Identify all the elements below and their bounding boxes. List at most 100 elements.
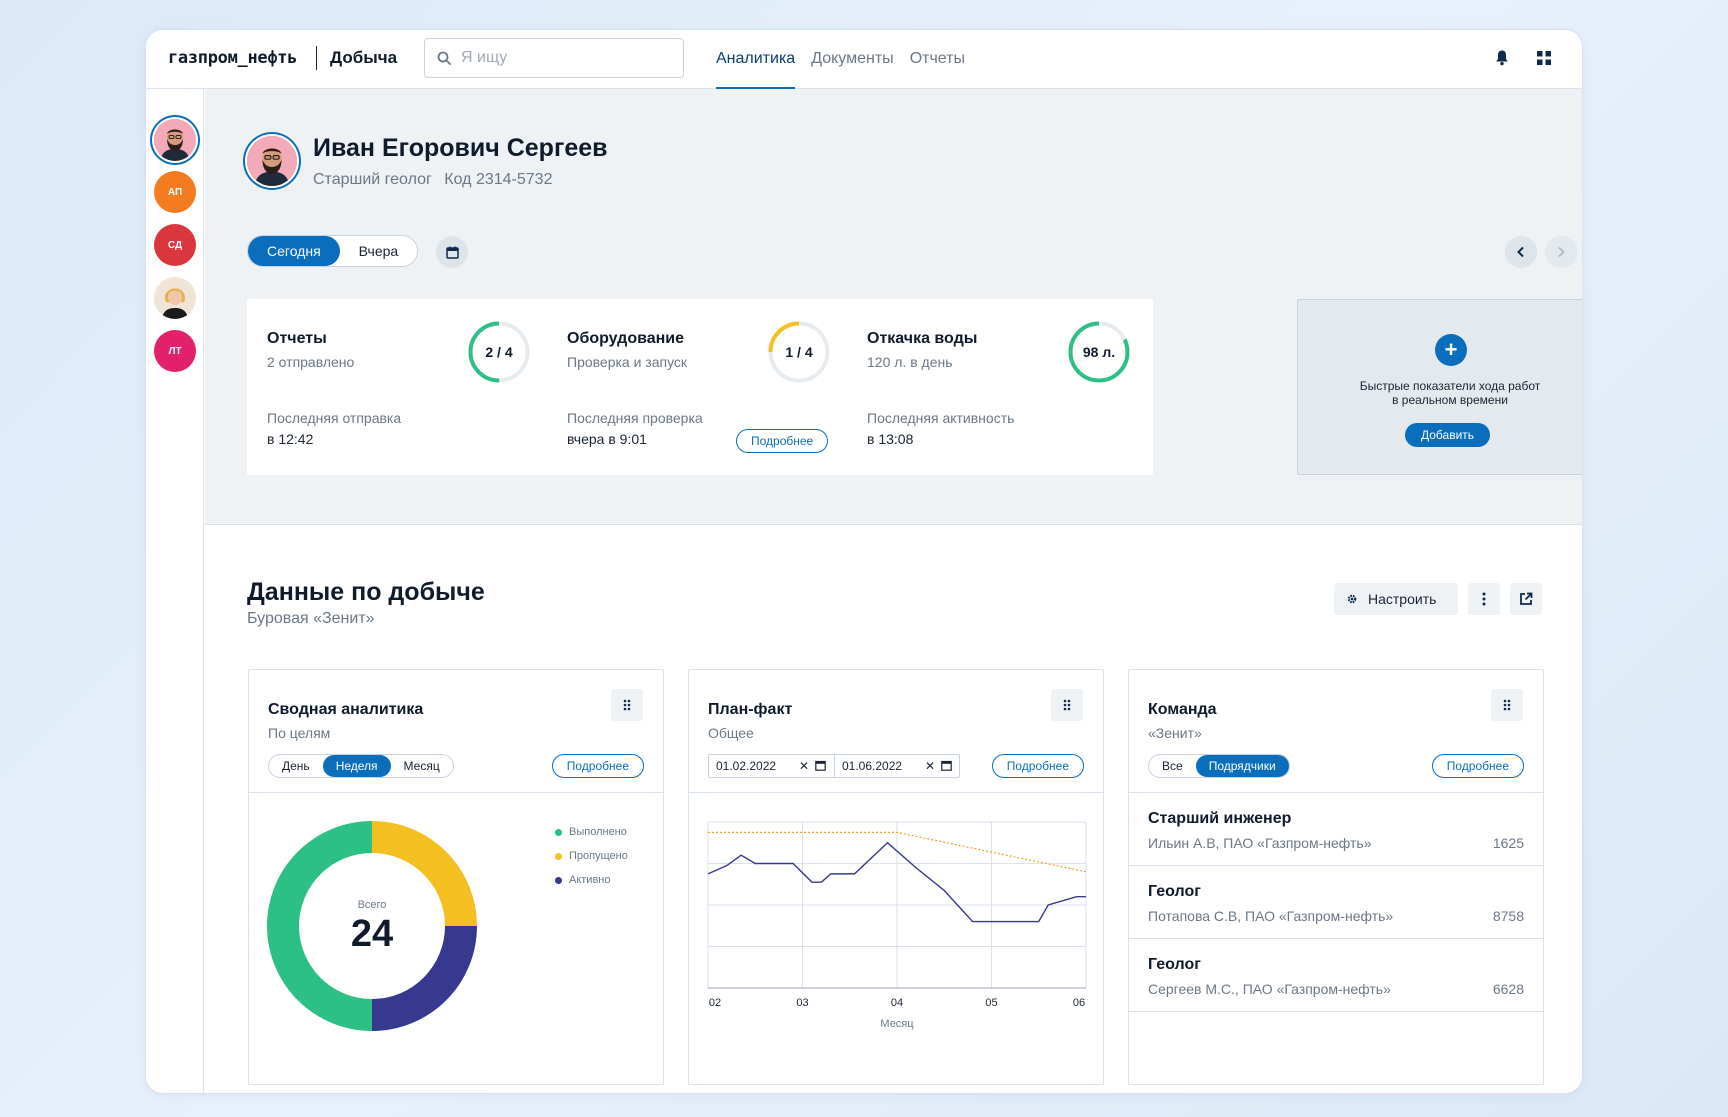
summary-more-button[interactable]: Подробнее (551, 754, 644, 778)
next-button[interactable] (1545, 236, 1577, 268)
card-water-pumping: Откачка воды 120 л. в день 98 л. Последн… (847, 299, 1153, 475)
drag-handle-button[interactable] (1491, 689, 1523, 721)
tab-analytics[interactable]: Аналитика (716, 30, 796, 89)
filter-contractors-button[interactable]: Подрядчики (1195, 755, 1289, 777)
progress-ring-label: 1 / 4 (785, 344, 813, 360)
calendar-button[interactable] (436, 236, 468, 268)
card-reports: Отчеты 2 отправлено 2 / 4 Последняя отпр… (247, 299, 553, 475)
search-input[interactable] (461, 47, 671, 69)
legend-label: Выполнено (569, 826, 627, 838)
period-day-button[interactable]: День (282, 759, 310, 773)
prev-button[interactable] (1505, 236, 1537, 268)
legend-swatch (555, 876, 562, 884)
profile-header: Иван Егорович Сергеев Старший геолог Код… (205, 89, 1582, 525)
user-photo-icon (247, 136, 297, 186)
filter-all-button[interactable]: Все (1162, 759, 1183, 773)
external-link-icon (1520, 592, 1533, 605)
panel-subtitle: По целям (268, 725, 331, 741)
top-bar: газпром_нефть Добыча Аналитика Документы… (146, 30, 1582, 89)
calendar-icon[interactable] (815, 760, 826, 771)
section-subtitle: Буровая «Зенит» (247, 610, 375, 627)
ring-progress (1068, 321, 1130, 383)
donut-legend: Выполнено Пропущено Активно (555, 820, 628, 892)
sidebar-avatar-lt[interactable]: ЛТ (154, 330, 196, 372)
period-switch: Сегодня Вчера (247, 235, 419, 267)
sidebar-avatar-current-user[interactable] (154, 119, 196, 161)
tab-reports[interactable]: Отчеты (909, 50, 965, 67)
apps-grid-icon[interactable] (1536, 50, 1552, 66)
card-subtitle: Проверка и запуск (567, 354, 688, 370)
team-member-row[interactable]: Геолог Сергеев М.С., ПАО «Газпром-нефть»… (1129, 939, 1543, 1012)
date-to-field[interactable]: 01.06.2022 ✕ (834, 755, 959, 777)
card-title: Отчеты (267, 330, 327, 347)
x-axis-label: Месяц (880, 1018, 914, 1030)
legend-label: Пропущено (569, 850, 628, 862)
more-options-button[interactable] (1468, 583, 1500, 615)
search-box[interactable] (424, 38, 684, 78)
donut-center-label: Всего (358, 899, 387, 911)
drag-handle-button[interactable] (611, 689, 643, 721)
panel-title: План-факт (708, 701, 793, 718)
member-name: Потапова С.В, ПАО «Газпром-нефть» (1148, 908, 1394, 924)
period-week-button[interactable]: Неделя (322, 755, 391, 777)
card-footer-value: в 12:42 (267, 431, 314, 447)
team-filter-switch: Все Подрядчики (1148, 754, 1290, 778)
calendar-icon[interactable] (941, 760, 952, 771)
add-widget-button[interactable]: Добавить (1405, 423, 1491, 447)
team-member-row[interactable]: Старший инженер Ильин А.В, ПАО «Газпром-… (1129, 793, 1543, 866)
calendar-icon (445, 246, 459, 259)
sidebar-avatar-ap[interactable]: АП (154, 171, 196, 213)
team-more-button[interactable]: Подробнее (1431, 754, 1524, 778)
legend-item-active: Активно (555, 868, 628, 892)
team-member-row[interactable]: Геолог Потапова С.В, ПАО «Газпром-нефть»… (1129, 866, 1543, 939)
legend-swatch (555, 828, 562, 836)
chevron-left-icon (1517, 246, 1524, 258)
clear-icon[interactable]: ✕ (925, 759, 936, 773)
legend-item-done: Выполнено (555, 820, 628, 844)
drag-handle-button[interactable] (1051, 689, 1083, 721)
clear-icon[interactable]: ✕ (799, 759, 810, 773)
plus-icon[interactable]: + (1435, 334, 1467, 366)
equipment-more-button[interactable]: Подробнее (736, 429, 829, 453)
legend-item-missed: Пропущено (555, 844, 628, 868)
progress-ring-label: 98 л. (1082, 344, 1116, 360)
progress-ring (1068, 321, 1130, 383)
open-external-button[interactable] (1510, 583, 1542, 615)
bell-icon[interactable] (1495, 49, 1509, 66)
member-number: 8758 (1492, 908, 1524, 924)
tab-documents[interactable]: Документы (811, 50, 894, 67)
card-footer-label: Последняя проверка (567, 410, 703, 426)
card-title: Оборудование (567, 330, 685, 347)
sidebar-avatar-photo[interactable] (154, 277, 196, 319)
period-today-button[interactable]: Сегодня (248, 236, 340, 266)
add-widget-line-1: Быстрые показатели хода работ (1359, 379, 1541, 393)
brand-logo[interactable]: газпром_нефть (168, 48, 298, 68)
fact-series-line (707, 841, 1086, 923)
section-title: Данные по добыче (247, 578, 485, 606)
add-widget-text: Быстрые показатели хода работ в реальном… (1298, 379, 1582, 407)
profile-code: Код 2314-5732 (444, 171, 553, 188)
search-icon (437, 51, 451, 65)
progress-ring-label: 2 / 4 (485, 344, 513, 360)
main-nav: Аналитика Документы Отчеты (716, 30, 965, 89)
configure-button[interactable]: Настроить (1334, 583, 1458, 615)
period-yesterday-button[interactable]: Вчера (358, 243, 399, 259)
donut-total: 24 (351, 913, 393, 955)
panel-divider (689, 792, 1103, 793)
period-month-button[interactable]: Месяц (403, 759, 440, 773)
x-tick-label: 03 (796, 997, 808, 1009)
panel-divider (249, 792, 663, 793)
donut-slice (372, 821, 477, 926)
x-tick-label: 04 (891, 997, 903, 1009)
profile-name: Иван Егорович Сергеев (313, 134, 608, 162)
line-chart: 02 03 04 05 06 Месяц (707, 821, 1087, 1030)
app-window: газпром_нефть Добыча Аналитика Документы… (145, 29, 1583, 1094)
date-from-field[interactable]: 01.02.2022 ✕ (709, 755, 834, 777)
x-tick-label: 05 (985, 997, 997, 1009)
planfact-more-button[interactable]: Подробнее (991, 754, 1084, 778)
panel-title: Команда (1148, 701, 1217, 718)
sidebar-avatar-sd[interactable]: СД (154, 224, 196, 266)
profile-meta: Старший геолог Код 2314-5732 (313, 171, 552, 189)
user-photo-icon (154, 277, 196, 319)
ring-progress (468, 321, 530, 383)
